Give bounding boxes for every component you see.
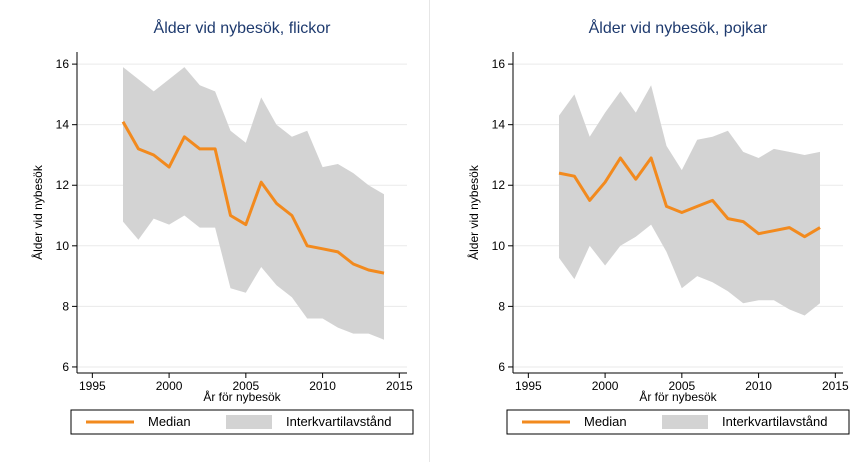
x-tick-label: 2000 — [592, 379, 619, 393]
legend-median-label: Median — [148, 414, 191, 429]
y-axis-label: Ålder vid nybesök — [30, 164, 45, 260]
y-tick-label: 16 — [56, 57, 70, 71]
x-tick-label: 1995 — [79, 379, 106, 393]
y-tick-label: 6 — [498, 360, 505, 374]
y-tick-label: 8 — [62, 299, 69, 313]
median-line — [121, 120, 385, 275]
chart-title: Ålder vid nybesök, pojkar — [589, 18, 768, 37]
x-tick-label: 2015 — [822, 379, 849, 393]
chart-svg-flickor: Ålder vid nybesök, flickor 6 8 10 12 14 16 1995… — [30, 18, 414, 435]
legend-iqr-label: Interkvartilavstånd — [286, 414, 392, 429]
y-tick-label: 6 — [62, 360, 69, 374]
chart-svg-pojkar: Ålder vid nybesök, pojkar 6 8 10 12 14 16 1995 2… — [466, 18, 850, 435]
legend-iqr-label: Interkvartilavstånd — [722, 414, 828, 429]
legend-median-label: Median — [584, 414, 627, 429]
y-tick-label: 12 — [56, 178, 70, 192]
chart-panel-flickor: Ålder vid nybesök, flickor 6 8 10 12 14 16 1995… — [0, 0, 423, 462]
y-tick-label: 10 — [492, 239, 506, 253]
legend-iqr-swatch — [226, 415, 272, 429]
y-tick-label: 10 — [56, 239, 70, 253]
y-tick-label: 14 — [56, 118, 70, 132]
median-line — [558, 156, 821, 239]
y-tick-label: 12 — [492, 178, 506, 192]
panel-divider — [429, 0, 430, 462]
y-tick-label: 16 — [492, 57, 506, 71]
x-tick-label: 2015 — [386, 379, 413, 393]
x-tick-label: 2000 — [156, 379, 183, 393]
y-axis-label: Ålder vid nybesök — [466, 164, 481, 260]
legend: Median Interkvartilavstånd — [506, 409, 850, 435]
x-tick-label: 2010 — [309, 379, 336, 393]
x-tick-label: 2005 — [668, 379, 695, 393]
y-tick-label: 14 — [492, 118, 506, 132]
x-tick-label: 1995 — [515, 379, 542, 393]
legend-iqr-swatch — [662, 415, 708, 429]
x-axis-label: År för nybesök — [639, 389, 717, 404]
legend: Median Interkvartilavstånd — [70, 409, 414, 435]
x-tick-label: 2005 — [232, 379, 259, 393]
chart-panel-pojkar: Ålder vid nybesök, pojkar 6 8 10 12 14 16 1995 2… — [436, 0, 859, 462]
chart-title: Ålder vid nybesök, flickor — [154, 18, 332, 37]
x-tick-label: 2010 — [745, 379, 772, 393]
x-axis-label: År för nybesök — [203, 389, 281, 404]
y-tick-label: 8 — [498, 299, 505, 313]
iqr-band — [559, 85, 820, 316]
